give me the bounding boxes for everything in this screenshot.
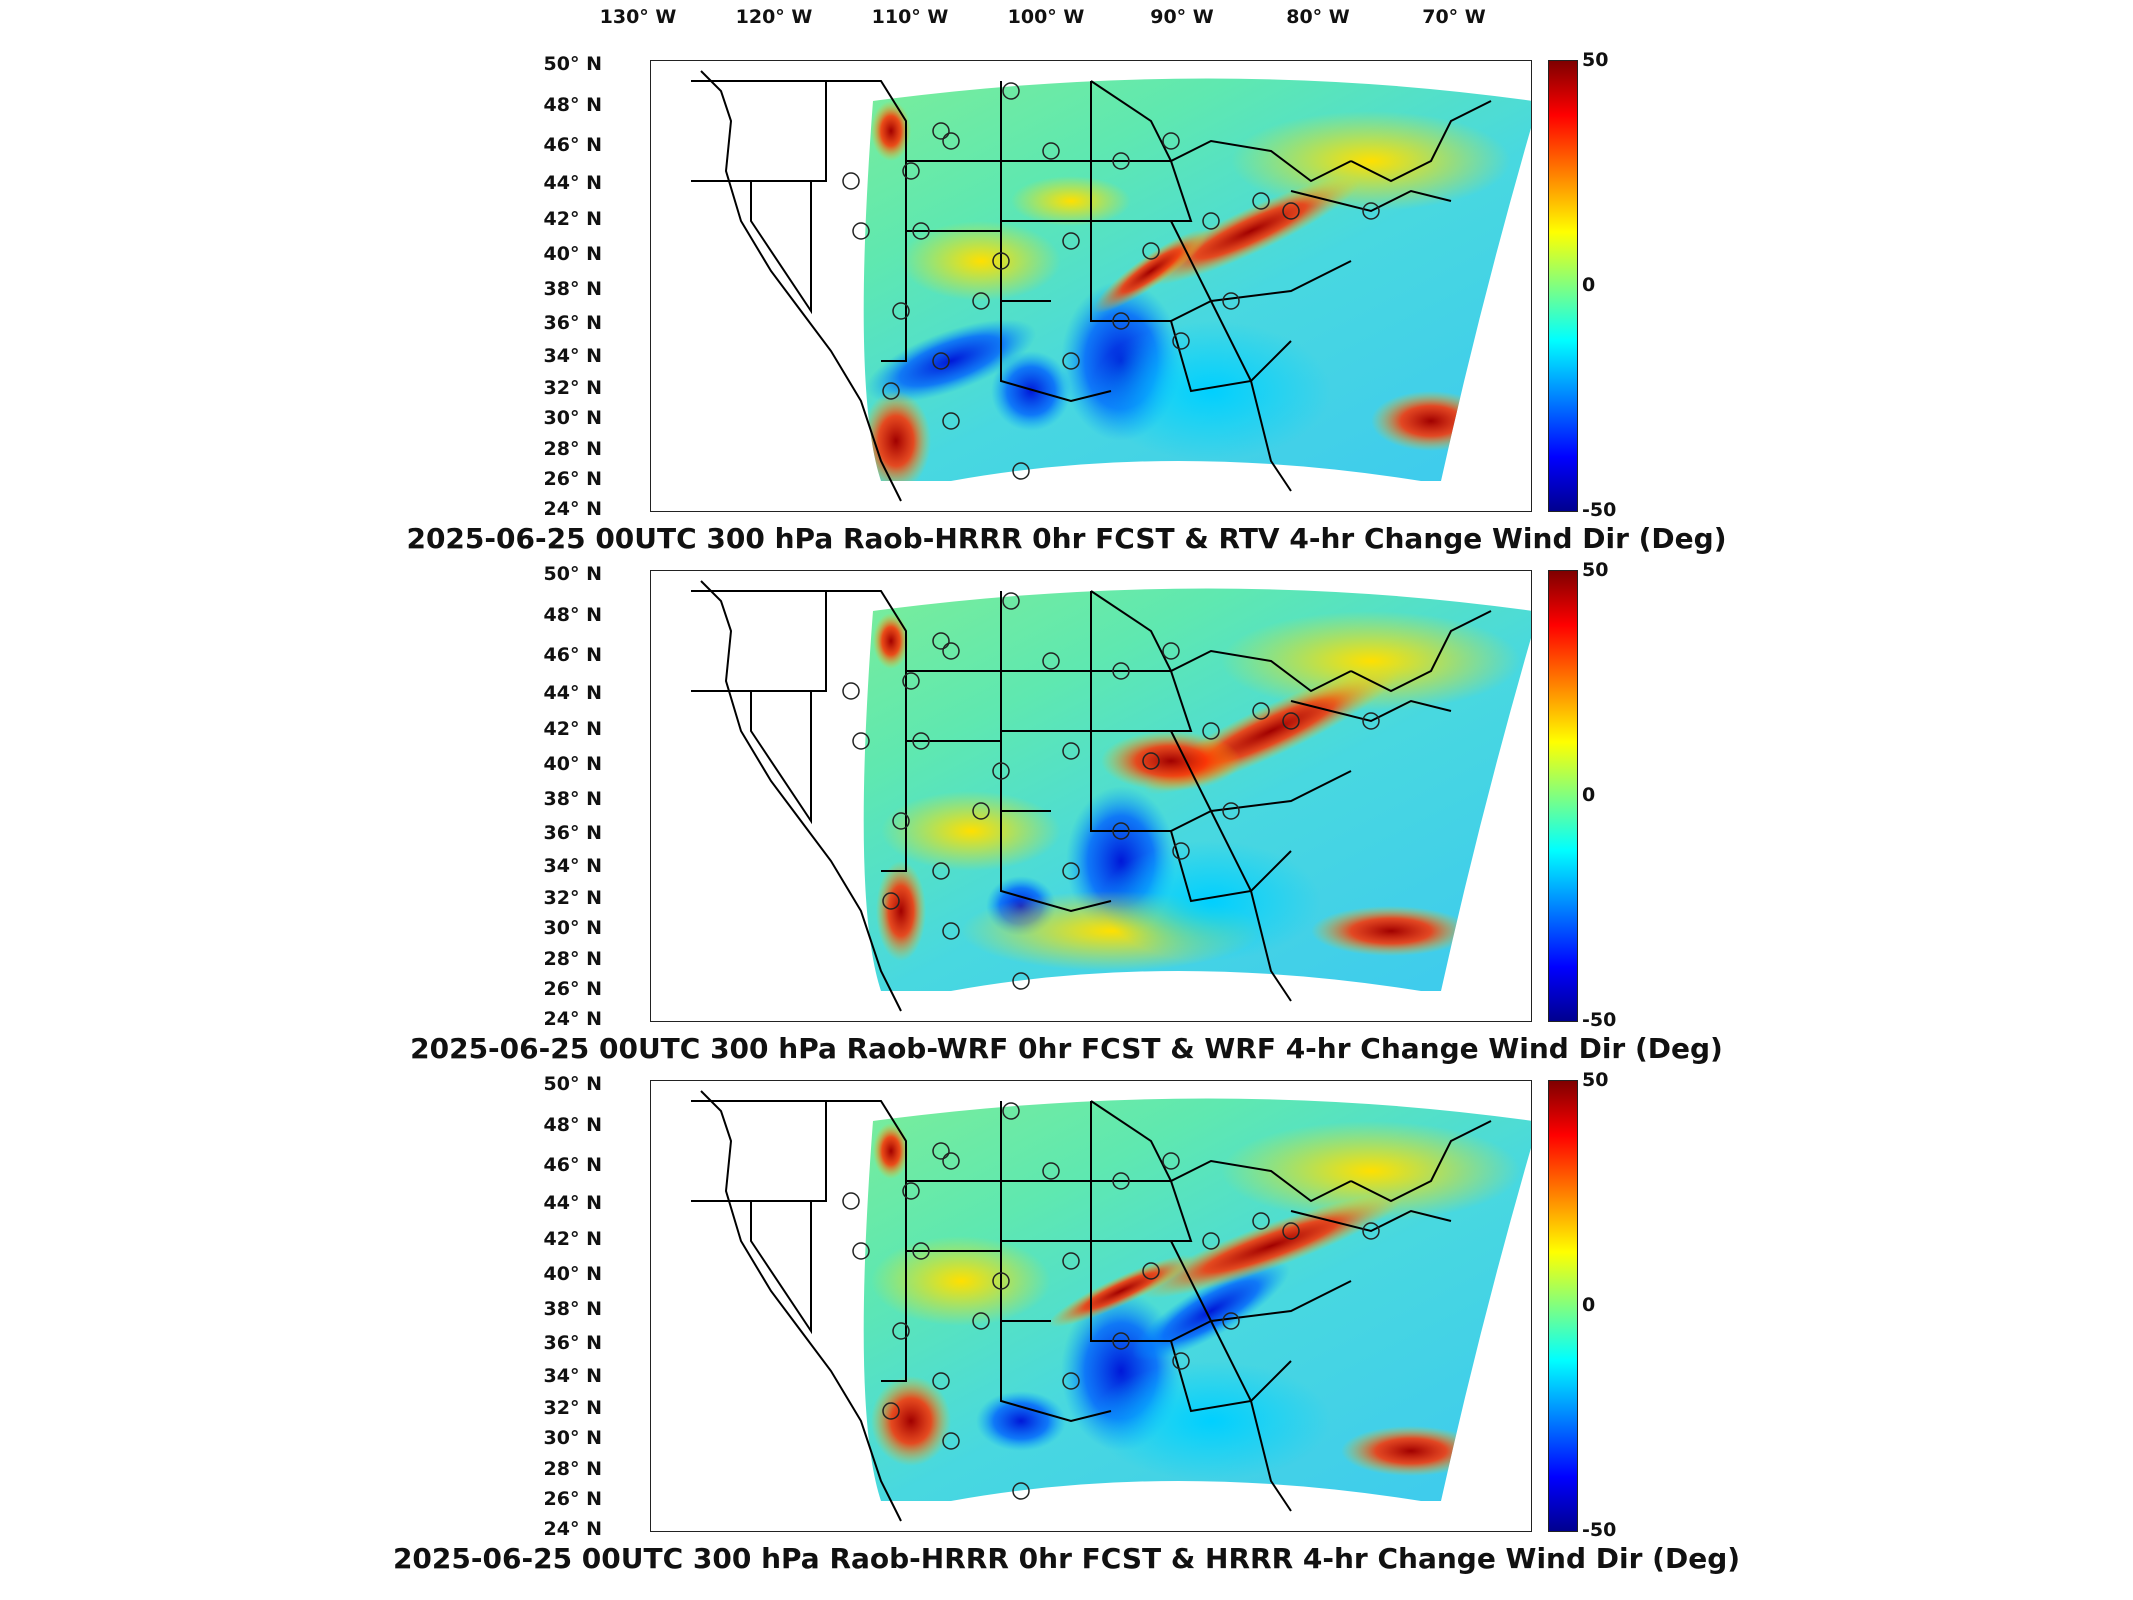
lon-label: 110° W: [871, 6, 949, 28]
colorbar: [1548, 570, 1578, 1022]
lat-label: 34° N: [543, 345, 602, 367]
wind-dir-field: [863, 1098, 1531, 1501]
lat-label: 38° N: [543, 1298, 602, 1320]
lat-label: 40° N: [543, 243, 602, 265]
colorbar-min: -50: [1582, 499, 1617, 521]
lat-label: 42° N: [543, 1228, 602, 1250]
lat-label: 48° N: [543, 604, 602, 626]
colorbar-max: 50: [1582, 49, 1609, 71]
lat-label: 26° N: [543, 1488, 602, 1510]
lat-label: 50° N: [543, 53, 602, 75]
lon-label: 90° W: [1150, 6, 1214, 28]
colorbar-max: 50: [1582, 559, 1609, 581]
lat-label: 38° N: [543, 278, 602, 300]
lat-label: 32° N: [543, 377, 602, 399]
lat-label: 46° N: [543, 134, 602, 156]
raob-stations: [842, 82, 1380, 480]
map-plot: [650, 60, 1532, 512]
lat-label: 46° N: [543, 644, 602, 666]
lat-label: 28° N: [543, 1458, 602, 1480]
panel-title: 2025-06-25 00UTC 300 hPa Raob-HRRR 0hr F…: [406, 522, 1727, 555]
raob-stations: [842, 592, 1380, 990]
colorbar-mid: 0: [1582, 274, 1596, 296]
state-borders: [691, 70, 1492, 502]
lat-label: 24° N: [543, 1008, 602, 1030]
lat-label: 44° N: [543, 172, 602, 194]
map-panel: 50° N 48° N 46° N 44° N 42° N 40° N 38° …: [0, 559, 2133, 1082]
lat-label: 50° N: [543, 563, 602, 585]
lat-label: 36° N: [543, 312, 602, 334]
lat-label: 26° N: [543, 468, 602, 490]
panel-title: 2025-06-25 00UTC 300 hPa Raob-WRF 0hr FC…: [410, 1032, 1723, 1065]
map-plot: [650, 570, 1532, 1022]
lat-label: 32° N: [543, 887, 602, 909]
lat-label: 44° N: [543, 1192, 602, 1214]
lon-label: 70° W: [1422, 6, 1486, 28]
lat-label: 34° N: [543, 855, 602, 877]
lat-label: 30° N: [543, 1427, 602, 1449]
colorbar-mid: 0: [1582, 784, 1596, 806]
lon-label: 120° W: [735, 6, 813, 28]
map-panel: 50° N 48° N 46° N 44° N 42° N 40° N 38° …: [0, 49, 2133, 572]
lon-label: 130° W: [599, 6, 677, 28]
map-panel: 50° N 48° N 46° N 44° N 42° N 40° N 38° …: [0, 1069, 2133, 1592]
lat-label: 48° N: [543, 1114, 602, 1136]
lat-label: 28° N: [543, 948, 602, 970]
wind-dir-field: [863, 78, 1531, 481]
lat-label: 40° N: [543, 753, 602, 775]
lat-label: 30° N: [543, 407, 602, 429]
lon-label: 100° W: [1007, 6, 1085, 28]
state-borders: [691, 580, 1492, 1012]
colorbar: [1548, 60, 1578, 512]
colorbar: [1548, 1080, 1578, 1532]
lon-label: 80° W: [1286, 6, 1350, 28]
lat-label: 36° N: [543, 822, 602, 844]
lat-label: 24° N: [543, 1518, 602, 1540]
lat-label: 38° N: [543, 788, 602, 810]
lat-label: 46° N: [543, 1154, 602, 1176]
lat-label: 36° N: [543, 1332, 602, 1354]
panel-title: 2025-06-25 00UTC 300 hPa Raob-HRRR 0hr F…: [392, 1542, 1741, 1575]
lat-label: 48° N: [543, 94, 602, 116]
colorbar-min: -50: [1582, 1009, 1617, 1031]
raob-stations: [842, 1102, 1380, 1500]
lat-label: 40° N: [543, 1263, 602, 1285]
lat-label: 30° N: [543, 917, 602, 939]
lat-label: 44° N: [543, 682, 602, 704]
lat-label: 32° N: [543, 1397, 602, 1419]
colorbar-max: 50: [1582, 1069, 1609, 1091]
lat-label: 42° N: [543, 718, 602, 740]
colorbar-mid: 0: [1582, 1294, 1596, 1316]
lat-label: 24° N: [543, 498, 602, 520]
colorbar-min: -50: [1582, 1519, 1617, 1541]
map-plot: [650, 1080, 1532, 1532]
lat-label: 42° N: [543, 208, 602, 230]
lat-label: 50° N: [543, 1073, 602, 1095]
wind-dir-field: [863, 588, 1531, 991]
lat-label: 34° N: [543, 1365, 602, 1387]
lat-label: 26° N: [543, 978, 602, 1000]
state-borders: [691, 1090, 1492, 1522]
lat-label: 28° N: [543, 438, 602, 460]
